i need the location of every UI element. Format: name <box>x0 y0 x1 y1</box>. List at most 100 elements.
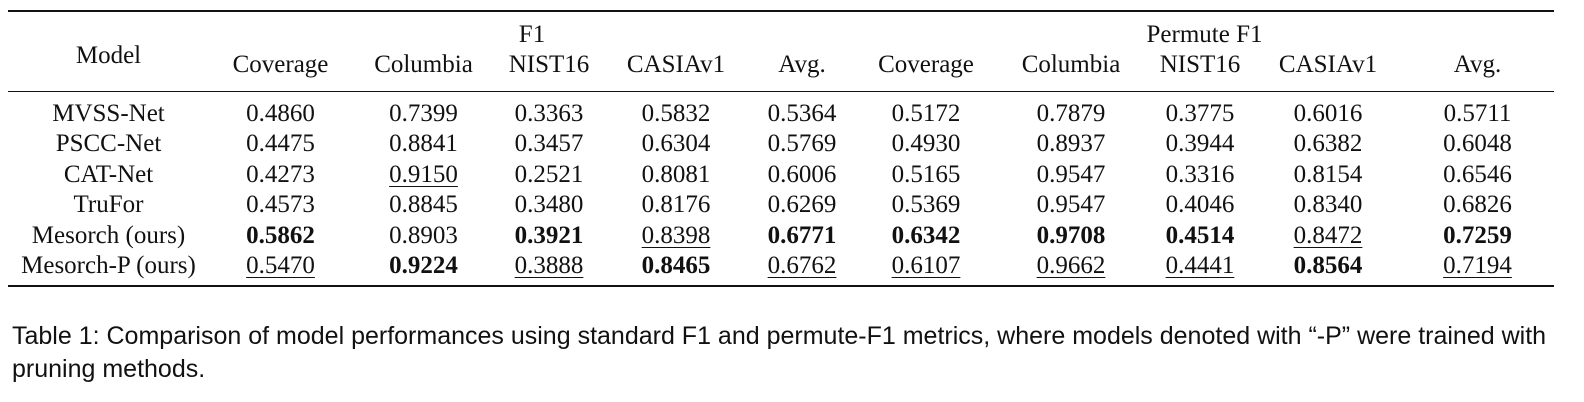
table-cell: 0.5364 <box>767 99 837 127</box>
table-cell: 0.3363 <box>514 99 584 127</box>
model-name: MVSS-Net <box>52 99 165 127</box>
sub-header-f1-coverage: Coverage <box>232 50 329 78</box>
table-cell: 0.3944 <box>1165 130 1235 157</box>
table-cell: 0.8845 <box>389 191 458 218</box>
sub-header-f1-casiav1: CASIAv1 <box>626 50 726 78</box>
table-row: CAT-Net 0.4273 0.9150 0.2521 0.8081 0.60… <box>8 159 1554 190</box>
table-cell: 0.5369 <box>891 191 961 218</box>
table-row: Mesorch-P (ours) 0.5470 0.9224 0.3888 0.… <box>8 251 1555 287</box>
table-cell: 0.8903 <box>389 221 458 249</box>
table-cell: 0.8340 <box>1293 191 1363 218</box>
table-caption: Table 1: Comparison of model performance… <box>12 322 1547 383</box>
table-cell: 0.6016 <box>1293 99 1363 127</box>
table-cell: 0.8841 <box>389 130 458 157</box>
model-name: TruFor <box>73 191 144 218</box>
sub-header-pf1-nist16: NIST16 <box>1159 50 1241 78</box>
table-cell: 0.3457 <box>514 130 584 157</box>
group-header-row: Model F1 Permute F1 <box>8 11 1555 92</box>
model-column-header: Model <box>8 11 209 92</box>
underlined-value: 0.6762 <box>767 252 837 279</box>
table-cell: 0.4860 <box>246 99 315 127</box>
table-cell-underlined: 0.9150 <box>352 159 495 190</box>
underlined-value: 0.8398 <box>641 221 711 249</box>
model-name: PSCC-Net <box>55 130 162 157</box>
table-cell: 0.7399 <box>389 99 458 127</box>
underlined-value: 0.9662 <box>1036 252 1106 279</box>
sub-header-f1-columbia: Columbia <box>374 50 473 78</box>
results-table: Model F1 Permute F1 Coverage Columbia NI… <box>8 10 1555 287</box>
table-cell-underlined: 0.5470 <box>209 251 352 287</box>
table-cell: 0.8176 <box>641 191 711 218</box>
sub-header-pf1-coverage: Coverage <box>878 50 974 78</box>
table-cell-underlined: 0.9662 <box>997 251 1145 287</box>
table-cell-best: 0.6771 <box>767 221 837 249</box>
underlined-value: 0.3888 <box>514 252 584 279</box>
sub-header-pf1-avg: Avg. <box>1453 50 1502 78</box>
table-row: PSCC-Net 0.4475 0.8841 0.3457 0.6304 0.5… <box>8 129 1554 160</box>
table-cell: 0.3316 <box>1165 160 1235 188</box>
table-cell: 0.4930 <box>891 130 961 157</box>
table-cell: 0.7879 <box>1036 99 1106 127</box>
underlined-value: 0.9150 <box>389 160 458 188</box>
table-cell: 0.5711 <box>1443 99 1512 127</box>
table-cell: 0.6006 <box>767 160 837 188</box>
sub-header-f1-nist16: NIST16 <box>508 50 590 78</box>
table-cell-best: 0.7259 <box>1443 221 1512 249</box>
table-cell: 0.8154 <box>1293 160 1363 188</box>
table-cell-underlined: 0.6107 <box>855 251 997 287</box>
table-cell-underlined: 0.6762 <box>749 251 855 287</box>
model-name: Mesorch-P (ours) <box>21 252 196 279</box>
table-cell-best: 0.5862 <box>246 221 315 249</box>
table-cell-best: 0.8465 <box>641 252 711 279</box>
table-cell: 0.5172 <box>891 99 961 127</box>
sub-header-f1-avg: Avg. <box>778 50 826 78</box>
table-cell-underlined: 0.3888 <box>495 251 603 287</box>
sub-header-pf1-casiav1: CASIAv1 <box>1278 50 1378 78</box>
table-cell-best: 0.9708 <box>1036 221 1106 249</box>
table-cell: 0.6826 <box>1443 191 1512 218</box>
table-cell-underlined: 0.8398 <box>603 220 749 251</box>
table-cell-underlined: 0.8472 <box>1255 220 1401 251</box>
table-cell: 0.9547 <box>1036 160 1106 188</box>
group-header-permute-f1: Permute F1 <box>1146 21 1263 48</box>
table-cell: 0.3775 <box>1165 99 1235 127</box>
table-cell: 0.6304 <box>641 130 711 157</box>
table-cell: 0.6269 <box>767 191 837 218</box>
table-row: TruFor 0.4573 0.8845 0.3480 0.8176 0.626… <box>8 190 1554 221</box>
model-name: Mesorch (ours) <box>31 221 186 249</box>
table-cell: 0.6546 <box>1443 160 1512 188</box>
table-cell: 0.4573 <box>246 191 315 218</box>
sub-header-pf1-columbia: Columbia <box>1021 50 1121 78</box>
table-cell: 0.4273 <box>246 160 315 188</box>
table-cell-underlined: 0.4441 <box>1145 251 1255 287</box>
table-cell: 0.2521 <box>514 160 584 188</box>
underlined-value: 0.6107 <box>891 252 961 279</box>
table-cell-best: 0.9224 <box>389 252 458 279</box>
table-cell: 0.8081 <box>641 160 711 188</box>
table-cell-best: 0.8564 <box>1293 252 1363 279</box>
table-cell: 0.4475 <box>246 130 315 157</box>
table-cell-best: 0.4514 <box>1165 221 1235 249</box>
underlined-value: 0.4441 <box>1165 252 1235 279</box>
table-row: Mesorch (ours) 0.5862 0.8903 0.3921 0.83… <box>8 220 1554 251</box>
table-cell: 0.6382 <box>1293 130 1363 157</box>
table-cell: 0.9547 <box>1036 191 1106 218</box>
table-cell-best: 0.3921 <box>514 221 584 249</box>
table-cell: 0.5165 <box>891 160 961 188</box>
model-name: CAT-Net <box>63 160 154 188</box>
table-cell: 0.4046 <box>1165 191 1235 218</box>
table-cell: 0.5832 <box>641 99 711 127</box>
sub-header-row: Coverage Columbia NIST16 CASIAv1 Avg. Co… <box>8 50 1555 92</box>
group-header-f1: F1 <box>518 21 546 48</box>
table-row: MVSS-Net 0.4860 0.7399 0.3363 0.5832 0.5… <box>8 92 1554 129</box>
table-cell: 0.8937 <box>1036 130 1106 157</box>
table-cell: 0.6048 <box>1443 130 1512 157</box>
table-cell: 0.3480 <box>514 191 584 218</box>
underlined-value: 0.7194 <box>1443 252 1512 279</box>
table-cell-underlined: 0.7194 <box>1401 251 1554 287</box>
underlined-value: 0.5470 <box>246 252 315 279</box>
results-table-container: Model F1 Permute F1 Coverage Columbia NI… <box>8 10 1555 287</box>
table-cell: 0.5769 <box>767 130 837 157</box>
underlined-value: 0.8472 <box>1293 221 1363 249</box>
table-cell-best: 0.6342 <box>891 221 961 249</box>
